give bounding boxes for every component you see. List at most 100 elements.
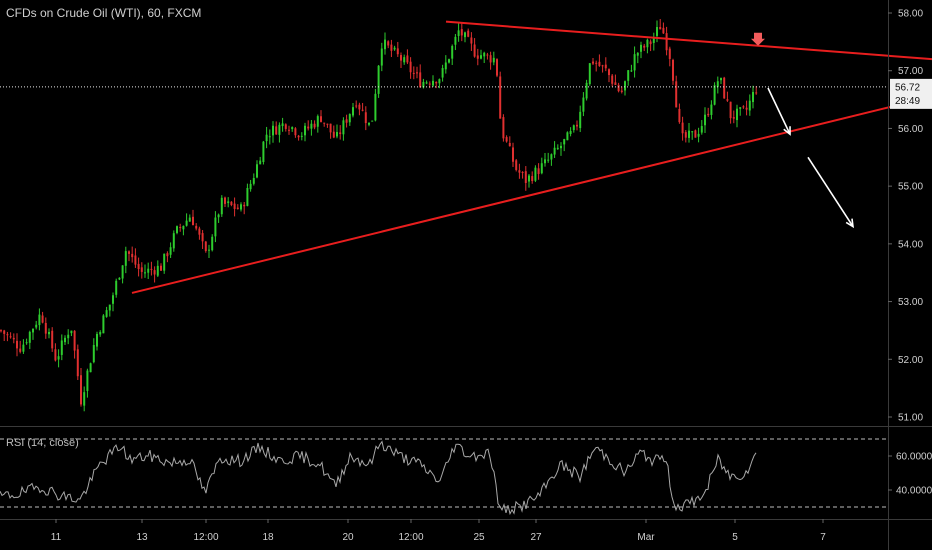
candle-body [560,145,562,149]
candle-body [505,137,508,142]
candle-body [553,147,556,155]
candle-body [371,120,374,122]
candle-body [144,272,146,274]
candle-body [278,124,281,135]
candle-body [617,84,620,92]
rsi-title: RSI (14, close) [6,437,79,449]
candle-body [585,82,588,99]
candle-body [752,92,754,103]
candle-body [400,55,402,61]
candle-body [329,123,332,133]
candle-body [684,132,687,138]
candle-body [547,159,550,161]
projection-arrow-head [783,126,791,136]
candle-body [393,47,396,50]
candle-body [25,342,28,344]
candle-body [620,90,623,92]
candle-body [428,83,431,85]
candle-body [208,249,210,251]
candle-body [441,68,444,78]
time-tick-label: 7 [820,532,826,543]
candle-body [188,217,191,222]
candle-body [550,154,553,160]
candle-body [83,392,86,406]
candle-body [563,139,566,145]
candle-body [316,116,319,127]
price-tick-label: 58.00 [898,9,923,20]
candle-body [163,253,166,271]
candle-body [652,37,655,43]
candle-body [723,77,726,99]
candle-body [201,233,204,242]
candle-body [707,113,710,116]
candle-body [726,99,729,101]
candle-body [390,44,393,51]
candle-body [182,225,185,230]
candle-body [460,29,463,36]
candle-body [531,176,534,182]
candle-body [425,82,428,84]
candle-body [579,111,582,129]
candle-body [89,363,92,373]
candle-body [448,59,450,63]
candle-body [412,72,415,74]
candle-body [336,132,338,137]
candle-body [291,127,294,130]
candle-body [643,45,646,48]
time-tick-label: 5 [732,532,738,543]
candle-body [323,122,326,124]
candle-body [131,253,134,258]
candle-body [76,349,79,377]
candle-body [73,330,76,351]
candle-body [38,314,41,326]
candle-body [265,134,268,142]
candle-body [9,336,12,338]
candle-body [416,72,418,74]
candle-body [361,109,364,111]
candle-body [92,345,95,363]
upper-trendline [445,20,932,61]
candle-body [355,105,358,107]
candle-body [0,330,2,332]
candle-body [348,114,351,123]
candle-body [259,160,262,165]
price-tick-label: 57.00 [898,66,923,77]
rsi-line [0,440,757,516]
candle-body [185,220,188,226]
candle-body [304,125,306,136]
candle-body [451,46,454,59]
candle-body [396,48,399,55]
time-tick-label: 27 [530,532,542,543]
candle-body [281,123,284,127]
candle-body [476,55,479,59]
candle-body [598,61,601,66]
rsi-pane [0,438,888,516]
candle-body [528,175,530,182]
candle-body [537,168,540,175]
candle-body [732,117,735,119]
candle-body [508,142,511,147]
candle-body [172,233,175,249]
candle-body [105,310,108,317]
candle-body [249,183,252,190]
candle-body [678,108,681,123]
candle-body [492,57,495,63]
candle-body [419,72,422,88]
candle-body [134,255,137,265]
candle-body [624,81,626,91]
candle-body [12,337,15,340]
candle-body [67,334,70,339]
candle-body [675,81,678,108]
candle-body [422,81,425,88]
candle-body [630,70,633,72]
candle-body [611,75,614,84]
candle-body [377,65,380,94]
candle-body [672,59,674,81]
lower-trendline [131,95,932,294]
candle-body [566,132,569,141]
candle-body [220,197,223,215]
candle-body [195,225,198,229]
candle-body [32,328,34,333]
candle-body [124,251,127,266]
